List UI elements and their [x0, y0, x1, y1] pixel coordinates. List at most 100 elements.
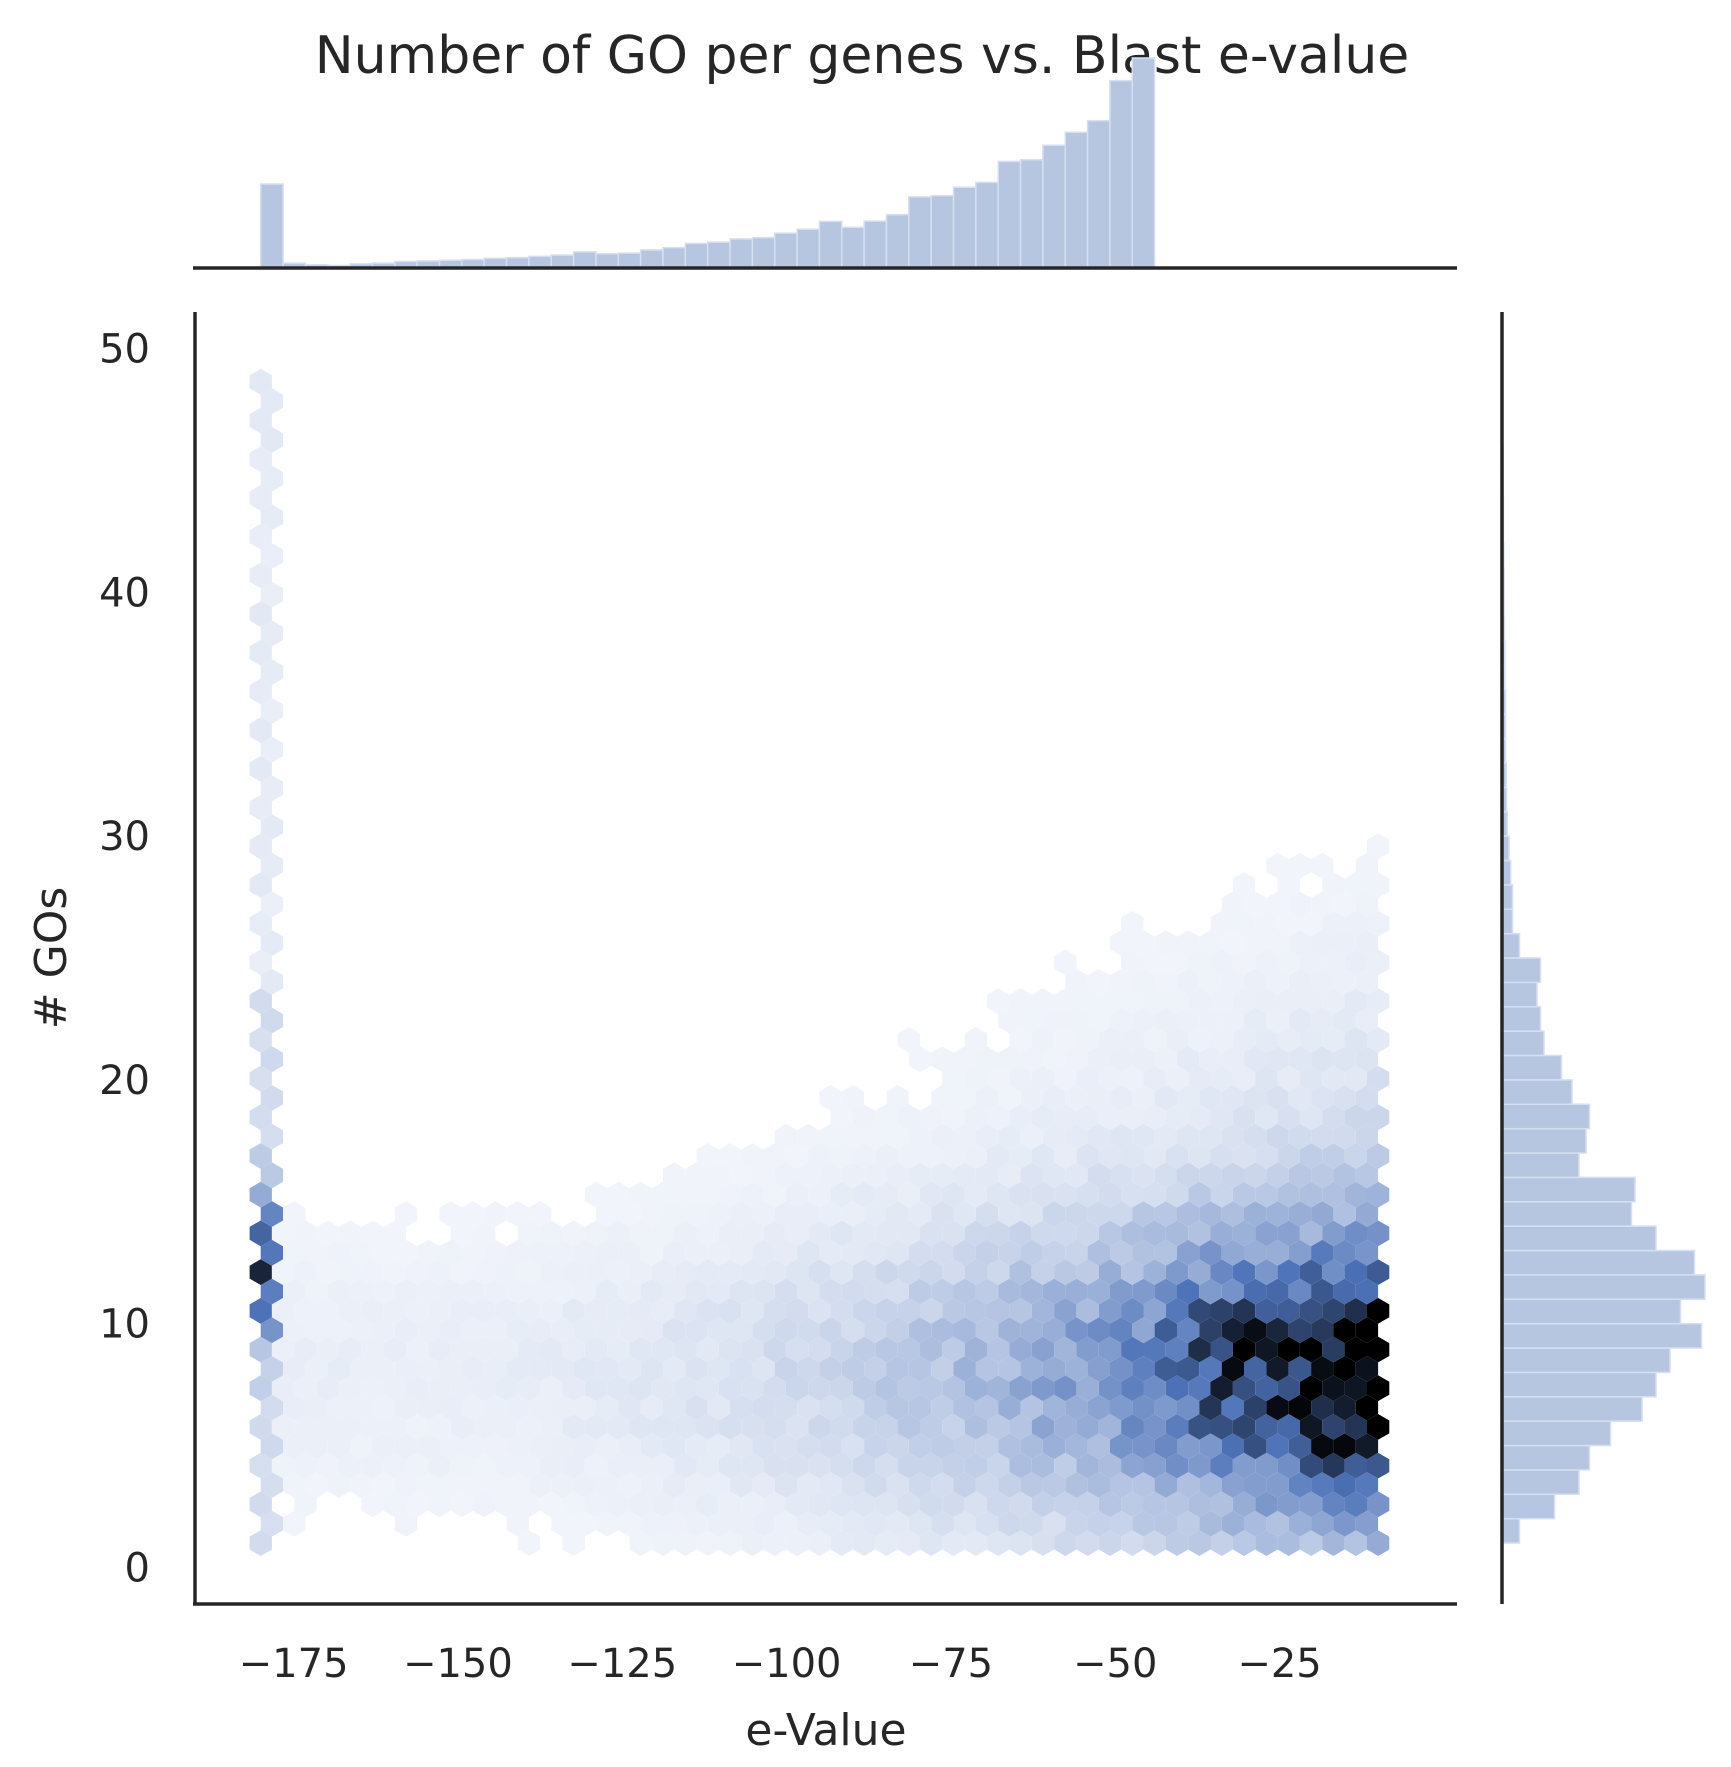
hexbin-cell	[864, 1394, 887, 1421]
hexbin-cell	[1042, 1162, 1066, 1189]
hexbin-cell	[1143, 1414, 1166, 1440]
y-marginal-bar	[1501, 1274, 1706, 1301]
hexbin-cell	[1232, 1259, 1256, 1285]
hexbin-cell	[394, 1510, 418, 1537]
hexbin-cell	[998, 1433, 1021, 1460]
hexbin-cell	[260, 814, 284, 840]
hexbin-cell	[283, 1278, 306, 1305]
hexbin-cell	[841, 1510, 865, 1537]
hexbin-cell	[808, 1452, 831, 1479]
hexbin-cell	[473, 1452, 496, 1479]
hexbin-cell	[584, 1491, 608, 1518]
x-marginal-bar	[930, 194, 955, 269]
hexbin-cell	[260, 1201, 284, 1227]
hexbin-cell	[1255, 1065, 1278, 1092]
hexbin-cell	[1098, 988, 1122, 1015]
hexbin-cell	[920, 1375, 943, 1402]
hexbin-cell	[841, 1162, 865, 1189]
hexbin-cell	[383, 1336, 406, 1363]
hexbin-cell	[1311, 1201, 1334, 1227]
hexbin-cell	[852, 1336, 876, 1363]
hexbin-cell	[528, 1433, 552, 1460]
hexbin-cell	[249, 1220, 272, 1247]
hexbin-cell	[1065, 1046, 1088, 1073]
hexbin-cell	[629, 1530, 652, 1556]
hexbin-cell	[1065, 1433, 1088, 1460]
hexbin-cell	[1255, 1297, 1278, 1324]
hexbin-cell	[1232, 1530, 1256, 1556]
hexbin-cell	[707, 1394, 730, 1421]
hexbin-cell	[897, 1491, 920, 1518]
hexbin-cell	[841, 1278, 865, 1305]
hexbin-cell	[249, 601, 272, 627]
x-marginal-bar	[885, 213, 910, 269]
hexbin-cell	[1299, 1336, 1323, 1363]
hexbin-cell	[1020, 1046, 1043, 1073]
hexbin-cell	[1299, 1297, 1323, 1324]
hexbin-cell	[640, 1239, 663, 1266]
hexbin-cell	[249, 872, 272, 898]
hexbin-cell	[517, 1491, 541, 1518]
hexbin-cell	[1277, 1414, 1300, 1440]
hexbin-cell	[584, 1336, 608, 1363]
x-marginal-bar	[997, 160, 1022, 269]
hexbin-cell	[1199, 930, 1222, 956]
hexbin-cell	[1087, 1433, 1110, 1460]
hexbin-cell	[1367, 1181, 1390, 1208]
hexbin-cell	[1154, 1201, 1177, 1227]
hexbin-cell	[718, 1297, 742, 1324]
y-marginal-bar	[1501, 957, 1542, 984]
hexbin-cell	[1221, 1433, 1244, 1460]
hexbin-cell	[774, 1394, 798, 1421]
hexbin-cell	[1165, 988, 1189, 1015]
x-marginal-bar	[841, 226, 865, 269]
hexbin-cell	[1054, 1143, 1077, 1169]
hexbin-cell	[1110, 1007, 1133, 1034]
hexbin-cell	[674, 1452, 697, 1479]
hexbin-cell	[1165, 1181, 1189, 1208]
hexbin-cell	[461, 1317, 485, 1344]
hexbin-cell	[696, 1491, 719, 1518]
hexbin-cell	[785, 1491, 809, 1518]
hexbin-cell	[338, 1375, 362, 1402]
hexbin-cell	[1355, 1394, 1379, 1421]
hexbin-cell	[1199, 1433, 1222, 1460]
hexbin-cell	[897, 1143, 920, 1169]
hexbin-cell	[473, 1259, 496, 1285]
hexbin-cell	[584, 1259, 608, 1285]
x-marginal-bar	[617, 252, 642, 269]
hexbin-cell	[1311, 1239, 1334, 1266]
hexbin-cell	[763, 1220, 786, 1247]
hexbin-cell	[1154, 1356, 1177, 1382]
hexbin-cell	[1065, 1239, 1088, 1266]
hexbin-cell	[551, 1433, 574, 1460]
hexbin-cell	[249, 833, 272, 860]
hexbin-cell	[852, 1414, 876, 1440]
hexbin-cell	[1210, 949, 1233, 976]
hexbin-cell	[908, 1472, 932, 1498]
hexbin-cell	[640, 1472, 663, 1498]
hexbin-cell	[1344, 1027, 1367, 1053]
hexbin-cell	[663, 1162, 686, 1189]
hexbin-cell	[607, 1220, 630, 1247]
hexbin-cell	[305, 1317, 328, 1344]
hexbin-cell	[1221, 1007, 1244, 1034]
hexbin-cell	[551, 1356, 574, 1382]
hexbin-cell	[1098, 1104, 1122, 1131]
hexbin-cell	[1110, 1239, 1133, 1266]
hexbin-cell	[1020, 1085, 1043, 1111]
hexbin-cell	[718, 1336, 742, 1363]
hexbin-cell	[886, 1201, 909, 1227]
hexbin-cell	[450, 1259, 473, 1285]
hexbin-cell	[975, 1162, 999, 1189]
hexbin-cell	[562, 1336, 585, 1363]
hexbin-cell	[1322, 1143, 1345, 1169]
hexbin-cell	[562, 1414, 585, 1440]
hexbin-cell	[696, 1375, 719, 1402]
hexbin-cell	[1121, 1530, 1144, 1556]
hexbin-cell	[249, 1104, 272, 1131]
hexbin-cell	[696, 1220, 719, 1247]
hexbin-cell	[1299, 1027, 1323, 1053]
hexbin-cell	[249, 794, 272, 821]
hexbin-cell	[1299, 1491, 1323, 1518]
